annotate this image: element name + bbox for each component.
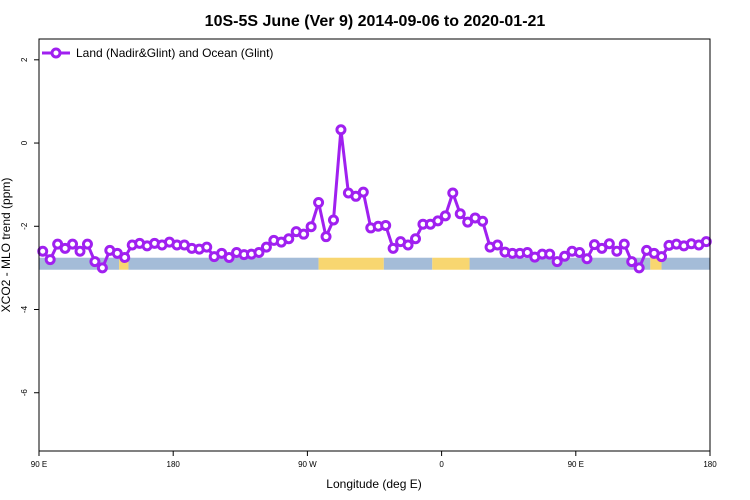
data-point — [320, 231, 332, 243]
data-point — [633, 262, 645, 274]
x-tick-label: 90 E — [31, 460, 47, 469]
data-point — [357, 186, 369, 198]
data-point — [253, 246, 265, 258]
x-tick-label: 180 — [703, 460, 717, 469]
data-point — [37, 245, 49, 257]
data-point — [551, 256, 563, 268]
data-point — [656, 251, 668, 263]
data-point — [432, 215, 444, 227]
data-point — [67, 238, 79, 250]
data-point — [44, 254, 56, 266]
data-point — [89, 256, 101, 268]
data-point — [477, 215, 489, 227]
y-tick-label: -2 — [20, 222, 29, 230]
surface-segment-ocean — [383, 257, 433, 270]
y-axis: 2 0 -2 -4 -6 — [20, 57, 39, 396]
data-point — [559, 250, 571, 262]
data-point — [201, 241, 213, 253]
data-point — [611, 245, 623, 257]
data-point — [439, 210, 451, 222]
x-tick-label: 0 — [439, 460, 444, 469]
surface-segment-land — [650, 257, 662, 270]
data-point — [618, 238, 630, 250]
data-point — [521, 246, 533, 258]
x-tick-label: 90 E — [568, 460, 584, 469]
chart-title: 10S-5S June (Ver 9) 2014-09-06 to 2020-0… — [205, 13, 546, 30]
data-point — [626, 256, 638, 268]
surface-segment-land — [432, 257, 470, 270]
surface-segment-ocean — [128, 257, 319, 270]
data-point — [544, 248, 556, 260]
surface-segment-ocean — [661, 257, 710, 270]
data-point — [596, 242, 608, 254]
data-point — [327, 214, 339, 226]
data-point — [74, 245, 86, 257]
data-point — [387, 242, 399, 254]
data-point — [298, 228, 310, 240]
data-point — [700, 236, 712, 248]
legend: Land (Nadir&Glint) and Ocean (Glint) — [42, 46, 273, 60]
data-point — [223, 251, 235, 263]
y-tick-label: 0 — [20, 140, 29, 145]
data-point — [454, 208, 466, 220]
x-tick-label: 180 — [167, 460, 181, 469]
plot-frame — [38, 38, 711, 452]
surface-type-bar — [39, 257, 710, 270]
data-point — [581, 253, 593, 265]
surface-segment-land — [119, 257, 129, 270]
x-axis-title: Longitude (deg E) — [326, 477, 421, 491]
data-point — [603, 238, 615, 250]
y-tick-label: -4 — [20, 305, 29, 313]
surface-segment-land — [318, 257, 384, 270]
data-point — [380, 219, 392, 231]
x-tick-label: 90 W — [298, 460, 317, 469]
data-point — [260, 241, 272, 253]
data-point — [313, 197, 325, 209]
x-axis: 90 E 180 90 W 0 90 E 180 — [31, 451, 717, 469]
data-point — [410, 233, 422, 245]
y-tick-label: 2 — [20, 57, 29, 62]
legend-marker — [50, 47, 62, 59]
data-point — [492, 239, 504, 251]
legend-label: Land (Nadir&Glint) and Ocean (Glint) — [76, 46, 273, 60]
data-point — [96, 262, 108, 274]
data-point — [574, 246, 586, 258]
series-layer — [37, 124, 712, 274]
data-point — [447, 187, 459, 199]
data-point — [402, 239, 414, 251]
data-point — [335, 124, 347, 136]
y-axis-title: XCO2 - MLO trend (ppm) — [0, 178, 13, 313]
data-point — [119, 251, 131, 263]
y-tick-label: -6 — [20, 389, 29, 397]
data-point — [305, 221, 317, 233]
data-point — [283, 233, 295, 245]
data-point — [81, 238, 93, 250]
